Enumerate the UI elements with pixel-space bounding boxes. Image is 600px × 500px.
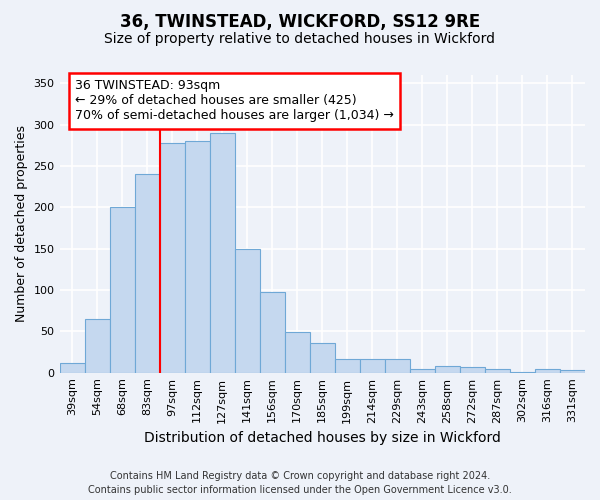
Bar — [185, 141, 209, 372]
Bar — [460, 367, 485, 372]
Bar — [235, 250, 260, 372]
Bar — [134, 174, 160, 372]
Bar — [59, 363, 85, 372]
Text: 36, TWINSTEAD, WICKFORD, SS12 9RE: 36, TWINSTEAD, WICKFORD, SS12 9RE — [120, 12, 480, 30]
Text: Size of property relative to detached houses in Wickford: Size of property relative to detached ho… — [104, 32, 496, 46]
Bar — [85, 319, 110, 372]
Bar — [110, 208, 134, 372]
Y-axis label: Number of detached properties: Number of detached properties — [15, 126, 28, 322]
Text: 36 TWINSTEAD: 93sqm
← 29% of detached houses are smaller (425)
70% of semi-detac: 36 TWINSTEAD: 93sqm ← 29% of detached ho… — [76, 80, 394, 122]
Bar — [385, 358, 410, 372]
Bar — [209, 133, 235, 372]
Bar — [285, 332, 310, 372]
Bar — [535, 368, 560, 372]
Bar — [335, 360, 360, 372]
Text: Contains HM Land Registry data © Crown copyright and database right 2024.
Contai: Contains HM Land Registry data © Crown c… — [88, 471, 512, 495]
Bar — [485, 368, 510, 372]
X-axis label: Distribution of detached houses by size in Wickford: Distribution of detached houses by size … — [144, 431, 501, 445]
Bar — [360, 358, 385, 372]
Bar — [435, 366, 460, 372]
Bar — [410, 368, 435, 372]
Bar — [310, 343, 335, 372]
Bar — [160, 143, 185, 372]
Bar — [260, 292, 285, 372]
Bar — [560, 370, 585, 372]
